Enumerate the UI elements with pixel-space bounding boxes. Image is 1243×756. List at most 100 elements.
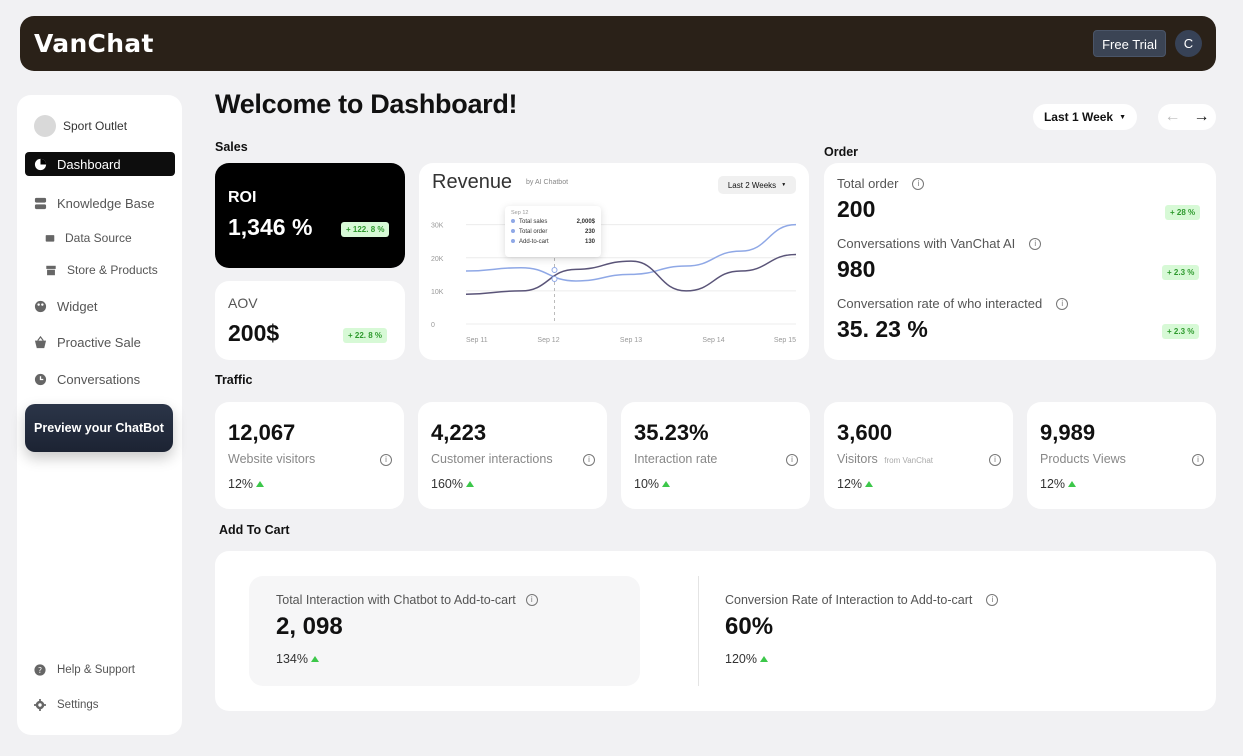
aov-label: AOV	[228, 295, 258, 311]
info-icon[interactable]: i	[1192, 454, 1204, 466]
info-icon[interactable]: i	[380, 454, 392, 466]
traffic-card-change-text: 12%	[228, 477, 254, 491]
sidebar-item-label: Data Source	[65, 231, 132, 245]
traffic-card-value: 9,989	[1040, 420, 1096, 445]
info-icon[interactable]: i	[583, 454, 595, 466]
settings-link[interactable]: Settings	[34, 699, 99, 711]
revenue-tooltip: Sep 12 Total sales 2,000$ Total order 23…	[505, 206, 601, 257]
aov-card: AOV 200$ + 22. 8 %	[215, 281, 405, 360]
arrow-up-icon	[465, 481, 474, 487]
tooltip-row: Total order 230	[511, 229, 595, 235]
traffic-card-value: 12,067	[228, 420, 296, 445]
roi-value: 1,346 %	[228, 214, 313, 240]
info-icon[interactable]: i	[1029, 237, 1042, 250]
sidebar-item-store-products[interactable]: Store & Products	[25, 258, 175, 282]
free-trial-button[interactable]: Free Trial	[1093, 30, 1166, 57]
order-metric-label: Conversations with VanChat AI i	[837, 236, 1042, 251]
sidebar-item-proactive-sale[interactable]: Proactive Sale	[25, 330, 175, 354]
traffic-card-change: 12%	[228, 477, 265, 491]
info-icon[interactable]: i	[912, 177, 925, 190]
tooltip-row: Total sales 2,000$	[511, 219, 595, 225]
roi-card: ROI 1,346 % + 122. 8 %	[215, 163, 405, 268]
order-change-badge: + 2.3 %	[1162, 324, 1200, 339]
traffic-card-label-text: Visitors	[837, 452, 878, 466]
order-metric-label: Conversation rate of who interacted i	[837, 296, 1069, 311]
data-point[interactable]	[551, 276, 558, 282]
x-tick-label: Sep 11	[466, 337, 488, 344]
store-name: Sport Outlet	[63, 119, 128, 133]
sidebar-item-dashboard[interactable]: Dashboard	[25, 152, 175, 176]
tooltip-row-label: Total order	[511, 229, 547, 235]
legend-dot-icon	[511, 219, 515, 223]
traffic-card-value: 35.23%	[634, 420, 709, 445]
order-card: Total order i 200 + 28 % Conversations wi…	[824, 163, 1216, 360]
cart-left-label: Total Interaction with Chatbot to Add-to…	[276, 593, 538, 607]
period-select[interactable]: Last 1 Week ▼	[1033, 104, 1137, 130]
cart-right-change-text: 120%	[725, 652, 757, 666]
info-icon[interactable]: i	[786, 454, 798, 466]
divider	[698, 576, 699, 686]
clock-icon	[34, 373, 47, 385]
traffic-card-value: 3,600	[837, 420, 893, 445]
sidebar-item-label: Knowledge Base	[57, 195, 155, 211]
info-icon[interactable]: i	[1056, 297, 1069, 310]
period-select-label: Last 1 Week	[1043, 110, 1114, 124]
sidebar: Sport Outlet Dashboard Knowledge Base Da…	[17, 95, 182, 735]
arrow-up-icon	[1068, 481, 1077, 487]
tooltip-row-value: 130	[584, 239, 595, 245]
traffic-card: 9,989 Products Views i 12%	[1027, 402, 1216, 509]
database-icon	[34, 197, 47, 209]
tooltip-row-value: 230	[584, 229, 595, 235]
arrow-up-icon	[662, 481, 671, 487]
traffic-card-change: 160%	[431, 477, 474, 491]
y-tick-label: 30K	[431, 223, 444, 230]
store-selector[interactable]: Sport Outlet	[34, 115, 127, 137]
traffic-card-change-text: 12%	[1040, 477, 1066, 491]
traffic-card-label: Interaction rate	[634, 452, 720, 466]
sidebar-item-data-source[interactable]: Data Source	[25, 226, 175, 250]
top-bar: VanChat Free Trial C	[20, 16, 1216, 71]
traffic-card-label-text: Products Views	[1040, 452, 1126, 466]
roi-change-badge: + 122. 8 %	[341, 222, 390, 237]
x-tick-label: Sep 15	[774, 337, 796, 344]
palette-icon	[34, 300, 47, 312]
info-icon[interactable]: i	[986, 594, 999, 606]
legend-dot-icon	[511, 239, 515, 243]
x-tick-label: Sep 13	[620, 337, 642, 344]
order-metric-value: 200	[837, 196, 876, 222]
pie-chart-icon	[34, 158, 47, 170]
series-line	[465, 223, 797, 282]
svg-text:?: ?	[38, 666, 42, 675]
sidebar-item-label: Conversations	[57, 371, 141, 387]
cart-interaction-panel: Total Interaction with Chatbot to Add-to…	[249, 576, 640, 686]
cart-left-change-text: 134%	[276, 652, 308, 666]
settings-label: Settings	[57, 699, 99, 711]
help-support-link[interactable]: ? Help & Support	[34, 664, 135, 676]
series-line	[465, 253, 797, 295]
info-icon[interactable]: i	[525, 594, 538, 606]
traffic-card: 12,067 Website visitors i 12%	[215, 402, 404, 509]
preview-chatbot-button[interactable]: Preview your ChatBot	[25, 404, 173, 452]
traffic-card-label: Website visitors	[228, 452, 318, 466]
app-logo[interactable]: VanChat	[34, 29, 154, 58]
sidebar-item-widget[interactable]: Widget	[25, 294, 175, 318]
cart-left-value: 2, 098	[276, 613, 343, 640]
cart-left-change: 134%	[276, 652, 319, 666]
data-point[interactable]	[551, 267, 558, 273]
arrow-left-icon[interactable]: ←	[1164, 108, 1181, 125]
tooltip-date: Sep 12	[511, 210, 529, 216]
aov-change-badge: + 22. 8 %	[343, 328, 388, 343]
arrow-right-icon[interactable]: →	[1193, 108, 1210, 125]
info-icon[interactable]: i	[989, 454, 1001, 466]
revenue-card: Revenue by AI Chatbot Last 2 Weeks ▼ 0 10…	[419, 163, 809, 360]
order-metric-label-text: Conversations with VanChat AI	[837, 236, 1016, 251]
revenue-period-select[interactable]: Last 2 Weeks ▼	[718, 176, 796, 194]
revenue-subtitle: by AI Chatbot	[526, 179, 569, 186]
traffic-card-change: 12%	[837, 477, 874, 491]
sidebar-item-knowledge-base[interactable]: Knowledge Base	[25, 191, 175, 215]
user-avatar[interactable]: C	[1175, 30, 1202, 57]
sidebar-item-label: Dashboard	[57, 156, 121, 172]
add-to-cart-card: Total Interaction with Chatbot to Add-to…	[215, 551, 1216, 711]
traffic-card: 4,223 Customer interactions i 160%	[418, 402, 607, 509]
sidebar-item-conversations[interactable]: Conversations	[25, 367, 175, 391]
